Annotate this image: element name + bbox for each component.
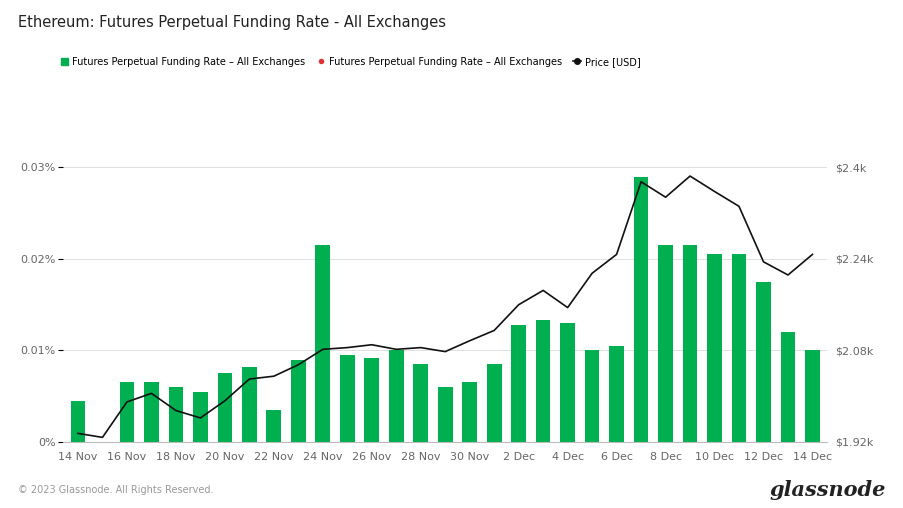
Bar [291,360,305,442]
Bar [193,392,208,442]
Bar [780,332,795,442]
Bar [119,383,135,442]
Bar [706,255,721,442]
Bar [437,387,452,442]
Bar [805,351,819,442]
Bar [364,358,378,442]
Bar [560,323,574,442]
Text: glassnode: glassnode [768,481,885,500]
Bar [657,245,672,442]
Bar [340,355,354,442]
Text: © 2023 Glassnode. All Rights Reserved.: © 2023 Glassnode. All Rights Reserved. [18,485,213,495]
Bar [70,401,85,442]
Bar [731,255,746,442]
Bar [218,373,232,442]
Bar [242,367,256,442]
Bar [315,245,330,442]
Bar [511,325,526,442]
Bar [144,383,159,442]
Bar [609,346,623,442]
Bar [584,351,599,442]
Bar [633,176,647,442]
Bar [682,245,696,442]
Bar [413,364,428,442]
Bar [461,383,477,442]
Bar [388,351,403,442]
Bar [487,364,501,442]
Bar [535,320,550,442]
Bar [266,410,281,442]
Bar [755,282,770,442]
Legend: Futures Perpetual Funding Rate – All Exchanges, Futures Perpetual Funding Rate –: Futures Perpetual Funding Rate – All Exc… [61,57,640,67]
Bar [168,387,183,442]
Text: Ethereum: Futures Perpetual Funding Rate - All Exchanges: Ethereum: Futures Perpetual Funding Rate… [18,15,445,30]
